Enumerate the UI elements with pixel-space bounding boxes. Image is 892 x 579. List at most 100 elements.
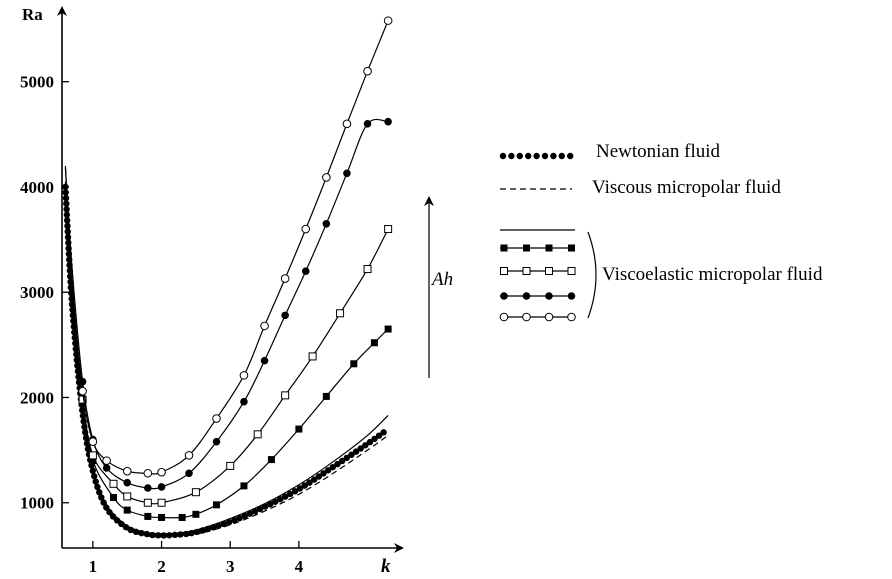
legend-sample-dot [567, 152, 574, 160]
series-marker [383, 16, 393, 25]
series-dot [236, 514, 243, 522]
y-tick-label: 3000 [20, 283, 54, 302]
legend-sample-marker [500, 292, 508, 300]
series-marker [157, 498, 166, 507]
legend-sample-marker [544, 312, 554, 322]
series-marker [122, 466, 132, 476]
series-marker [336, 309, 345, 318]
series-marker [102, 456, 111, 465]
series-marker [143, 498, 152, 507]
series-dot [357, 445, 364, 452]
series-marker [280, 274, 290, 283]
legend-sample-dot [499, 152, 507, 160]
series-line [64, 192, 389, 538]
legend-samples [499, 152, 576, 322]
series-dot [334, 460, 341, 468]
legend-sample-marker [567, 267, 576, 275]
series-dot [267, 500, 274, 508]
series-line [64, 165, 389, 535]
legend-sample-marker [545, 244, 553, 252]
y-axis-title: Ra [22, 5, 43, 24]
series-dot [160, 532, 167, 539]
series-marker [350, 360, 358, 368]
series-dot [366, 438, 374, 446]
y-tick-label: 2000 [20, 388, 54, 407]
legend-sample-dot [508, 152, 515, 160]
series-marker [212, 414, 221, 423]
legend-sample-marker [567, 292, 576, 300]
series-marker [123, 506, 131, 514]
series-marker [384, 225, 393, 234]
series-marker [88, 451, 97, 460]
series-dot [215, 522, 222, 529]
series-dot [352, 448, 360, 455]
x-tick-label: 1 [89, 557, 98, 576]
series-marker [226, 461, 235, 470]
series-marker [281, 391, 290, 400]
series-marker [144, 512, 152, 520]
series-marker [192, 510, 200, 518]
legend-sample-dot [525, 152, 532, 160]
series-dot [154, 532, 162, 539]
series-dot [282, 493, 289, 500]
series-marker [384, 325, 392, 333]
series-marker [212, 501, 220, 509]
series-marker [240, 482, 248, 490]
x-tick-label: 3 [226, 557, 235, 576]
series-marker [281, 311, 289, 320]
series-dot [291, 488, 299, 495]
series-marker [178, 513, 186, 521]
series-dot [220, 520, 228, 528]
series-dot [375, 432, 383, 439]
series-marker [239, 371, 249, 380]
series-filled-circle-markers [64, 117, 392, 492]
legend-label-newtonian: Newtonian fluid [596, 141, 721, 162]
series-marker [158, 513, 166, 521]
x-axis-title: k [381, 556, 391, 577]
legend-sample-dot [541, 152, 549, 160]
legend-group-bracket [587, 231, 597, 319]
series-dot [380, 429, 387, 436]
series-marker [78, 395, 87, 404]
series-marker [363, 119, 372, 128]
series-marker [157, 483, 166, 491]
series-marker [185, 469, 193, 478]
y-tick-label: 5000 [20, 73, 54, 92]
legend-sample-marker [522, 292, 531, 300]
series-dot [320, 470, 327, 477]
series-marker [102, 464, 111, 472]
series-marker [301, 224, 311, 234]
series-dot [272, 498, 279, 505]
series-marker [322, 173, 331, 182]
series-filled-square-markers [64, 213, 392, 521]
series-marker [363, 66, 372, 76]
y-tick-label: 4000 [20, 178, 54, 197]
series-dot [301, 482, 308, 489]
series-marker [295, 425, 303, 433]
series-dot [261, 503, 269, 510]
legend-sample-marker [568, 244, 575, 252]
series-marker [253, 430, 262, 439]
x-tick-label: 2 [157, 557, 166, 576]
legend-sample-marker [500, 267, 508, 275]
series-dot [246, 510, 254, 517]
ah-label: Ah [430, 269, 453, 290]
series-open-circle-markers [64, 16, 393, 478]
series-marker [78, 377, 87, 386]
series-solid [64, 165, 389, 535]
series-marker [301, 267, 310, 275]
series-dot [251, 508, 259, 515]
series-dot [306, 479, 313, 486]
series-marker [89, 457, 97, 465]
series-marker [123, 492, 132, 501]
series-dot [338, 457, 346, 465]
series-marker [143, 468, 153, 478]
series-marker [267, 456, 275, 464]
series-marker [212, 437, 221, 446]
series-marker [384, 117, 392, 126]
series-line [64, 210, 389, 505]
series-marker [109, 493, 117, 501]
series-marker [322, 392, 330, 400]
y-tick-label: 1000 [20, 494, 54, 513]
